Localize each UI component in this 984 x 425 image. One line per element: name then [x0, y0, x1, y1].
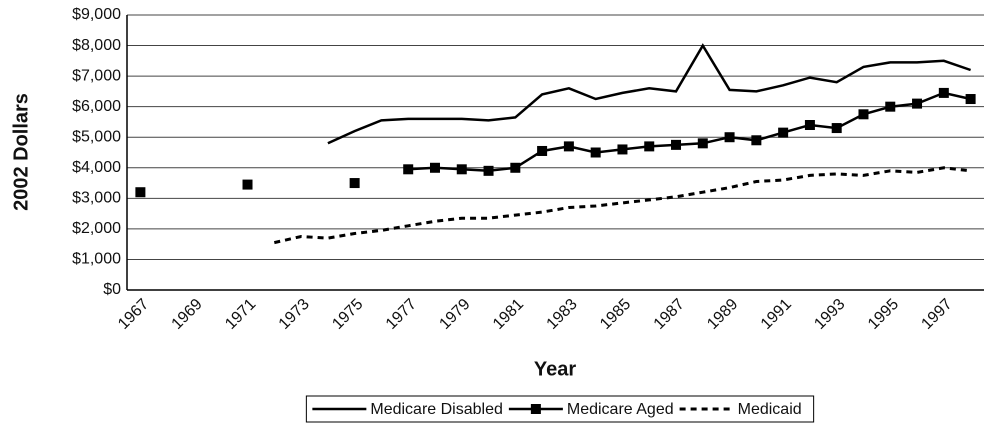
- marker: [724, 132, 735, 143]
- series-line: [408, 91, 971, 173]
- marker: [751, 135, 762, 146]
- x-axis-label: Year: [534, 358, 576, 380]
- marker: [590, 147, 601, 158]
- legend-item: Medicaid: [679, 401, 802, 418]
- y-tick-label: $2,000: [72, 220, 121, 237]
- x-tick-label: 1977: [383, 296, 420, 333]
- x-tick-label: 1975: [329, 296, 366, 333]
- marker: [938, 87, 949, 98]
- x-tick-label: 1971: [222, 296, 259, 333]
- marker: [563, 141, 574, 152]
- series-line: [273, 166, 971, 245]
- marker: [617, 144, 628, 155]
- y-tick-label: $3,000: [72, 190, 121, 207]
- x-tick-label: 1987: [651, 296, 688, 333]
- y-tick-label: $8,000: [72, 37, 121, 54]
- series-line: [327, 43, 972, 145]
- y-axis-label: 2002 Dollars: [10, 93, 32, 211]
- y-tick-label: $4,000: [72, 159, 121, 176]
- marker: [537, 145, 548, 156]
- legend: Medicare Disabled Medicare Aged Medicaid: [305, 395, 815, 423]
- marker: [912, 98, 923, 109]
- x-tick-label: 1967: [115, 296, 152, 333]
- y-tick-label: $5,000: [72, 128, 121, 145]
- x-tick-label: 1991: [758, 296, 795, 333]
- x-tick-label: 1973: [276, 296, 313, 333]
- marker: [483, 165, 494, 176]
- marker: [644, 141, 655, 152]
- legend-label: Medicare Disabled: [370, 401, 503, 418]
- legend-label: Medicaid: [738, 401, 802, 418]
- marker: [510, 162, 521, 173]
- legend-label: Medicare Aged: [567, 401, 674, 418]
- marker: [403, 164, 414, 175]
- x-tick-label: 1997: [918, 296, 955, 333]
- marker: [831, 123, 842, 134]
- marker: [804, 120, 815, 130]
- marker: [456, 164, 467, 175]
- x-tick-label: 1993: [811, 296, 848, 333]
- y-tick-label: $6,000: [72, 98, 121, 115]
- marker: [858, 109, 869, 120]
- x-tick-label: 1983: [544, 296, 581, 333]
- x-tick-label: 1979: [436, 296, 473, 333]
- marker: [242, 179, 253, 190]
- legend-marker: [530, 404, 541, 414]
- y-tick-label: $0: [103, 281, 121, 298]
- marker: [885, 101, 896, 112]
- x-tick-label: 1995: [865, 296, 902, 333]
- x-tick-label: 1969: [169, 296, 206, 333]
- y-tick-label: $9,000: [72, 6, 121, 23]
- marker: [429, 162, 440, 173]
- x-tick-label: 1985: [597, 296, 634, 333]
- y-tick-label: $1,000: [72, 251, 121, 268]
- marker: [671, 139, 682, 150]
- marker: [965, 94, 976, 105]
- marker: [349, 178, 360, 189]
- x-tick-label: 1981: [490, 296, 527, 333]
- legend-item: Medicare Disabled: [312, 401, 503, 418]
- marker: [697, 138, 708, 149]
- marker: [778, 127, 789, 138]
- x-tick-label: 1989: [704, 296, 741, 333]
- y-tick-label: $7,000: [72, 67, 121, 84]
- marker: [135, 187, 146, 198]
- legend-item: Medicare Aged: [508, 401, 674, 418]
